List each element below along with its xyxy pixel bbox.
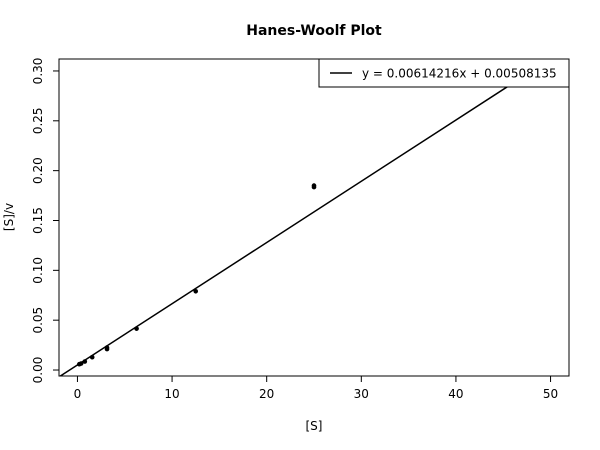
y-tick-label: 0.10 [31, 257, 45, 284]
y-tick-label: 0.00 [31, 357, 45, 384]
y-tick-label: 0.05 [31, 307, 45, 334]
chart-title: Hanes-Woolf Plot [246, 23, 382, 39]
y-tick-label: 0.20 [31, 157, 45, 184]
x-tick-label: 0 [74, 387, 82, 401]
fit-line [59, 59, 552, 376]
data-point [193, 288, 199, 294]
x-tick-label: 40 [448, 387, 463, 401]
y-tick-label: 0.15 [31, 207, 45, 234]
data-point [104, 345, 110, 350]
legend-label: y = 0.00614216x + 0.00508135 [362, 67, 557, 81]
legend-box [318, 58, 570, 88]
x-tick-label: 20 [259, 387, 274, 401]
data-point [89, 354, 95, 360]
data-point [82, 359, 88, 364]
x-axis-label: [S] [306, 419, 323, 433]
data-point [311, 183, 317, 188]
y-axis: 0.00 0.05 0.10 0.15 0.20 0.25 0.30 [31, 58, 59, 384]
x-tick-label: 50 [543, 387, 558, 401]
y-tick-label: 0.30 [31, 58, 45, 85]
y-axis-label: [S]/v [2, 203, 16, 231]
legend: y = 0.00614216x + 0.00508135 [318, 58, 570, 88]
x-tick-label: 30 [354, 387, 369, 401]
y-tick-label: 0.25 [31, 107, 45, 134]
data-point [78, 361, 84, 366]
x-tick-label: 10 [164, 387, 179, 401]
data-point [134, 326, 139, 331]
x-axis: 0 10 20 30 40 50 [74, 376, 558, 401]
plot-frame [58, 58, 570, 377]
